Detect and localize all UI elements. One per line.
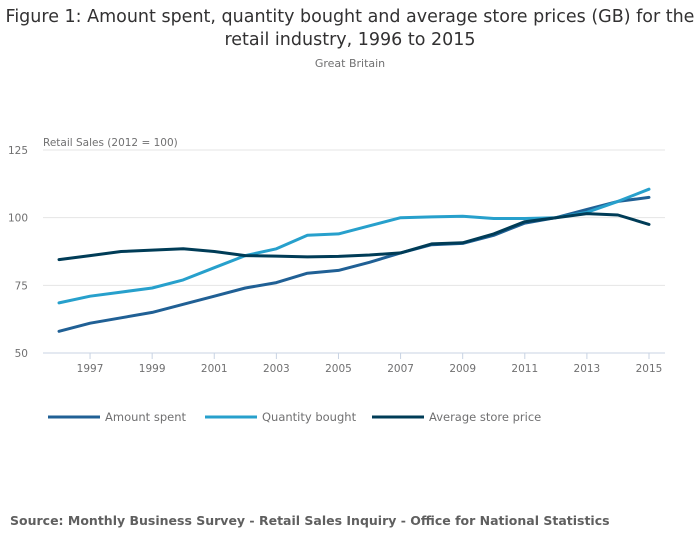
y-axis-label: Retail Sales (2012 = 100) [43, 137, 178, 149]
x-tick-label: 1999 [139, 363, 166, 375]
y-tick-label: 125 [8, 145, 28, 157]
legend-label[interactable]: Amount spent [105, 410, 187, 424]
x-tick-label: 2015 [636, 363, 663, 375]
y-tick-label: 50 [15, 348, 28, 360]
x-tick-label: 2001 [201, 363, 228, 375]
series-line-average-store-price[interactable] [57, 212, 651, 262]
series-line-quantity-bought[interactable] [57, 187, 651, 305]
x-tick-label: 2005 [325, 363, 352, 375]
x-tick-label: 2011 [511, 363, 538, 375]
x-tick-label: 2007 [387, 363, 414, 375]
legend-label[interactable]: Average store price [429, 410, 541, 424]
chart-title: Figure 1: Amount spent, quantity bought … [5, 7, 695, 50]
y-tick-label: 75 [15, 280, 28, 292]
x-tick-label: 2009 [449, 363, 476, 375]
x-tick-label: 2003 [263, 363, 290, 375]
x-tick-label: 1997 [77, 363, 104, 375]
x-tick-label: 2013 [574, 363, 601, 375]
legend-label[interactable]: Quantity bought [262, 410, 357, 424]
chart-subtitle: Great Britain [314, 57, 386, 70]
y-tick-label: 100 [8, 213, 28, 225]
source-note: Source: Monthly Business Survey - Retail… [10, 513, 610, 528]
